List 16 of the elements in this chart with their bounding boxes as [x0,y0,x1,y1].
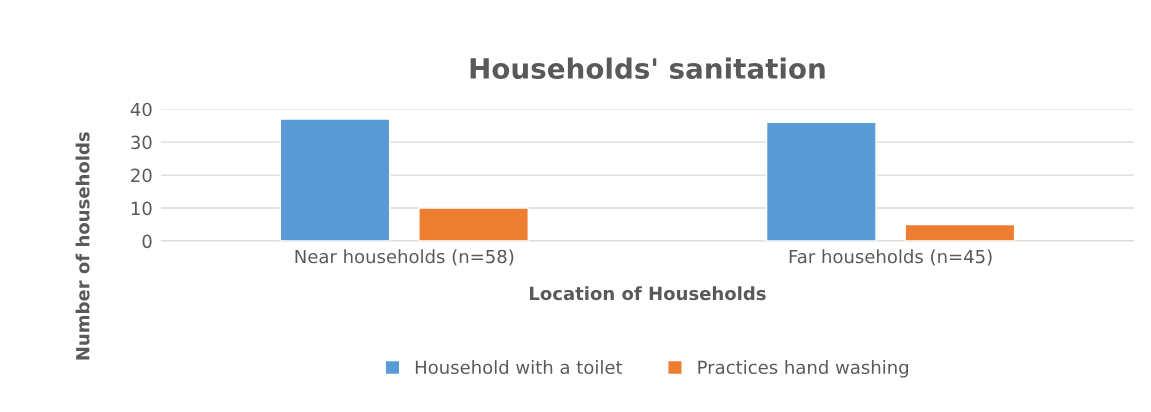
y-tick-label: 10 [131,201,152,216]
y-tick-label: 0 [142,234,152,249]
bar [279,118,391,242]
x-tick-label: Near households (n=58) [295,249,514,266]
legend-label: Household with a toilet [415,360,623,375]
x-tick-label: Far households (n=45) [789,249,992,266]
bar [904,223,1016,242]
y-axis-title: Number of households [75,132,90,360]
y-tick-label: 20 [131,168,152,183]
y-tick-label: 30 [131,135,152,150]
x-axis-title: Location of Households [530,286,766,301]
chart-title: Households' sanitation [470,57,825,80]
y-tick-label: 40 [130,102,152,117]
legend-label: Practices hand washing [698,360,909,378]
bar [418,207,529,242]
bar [765,121,877,242]
